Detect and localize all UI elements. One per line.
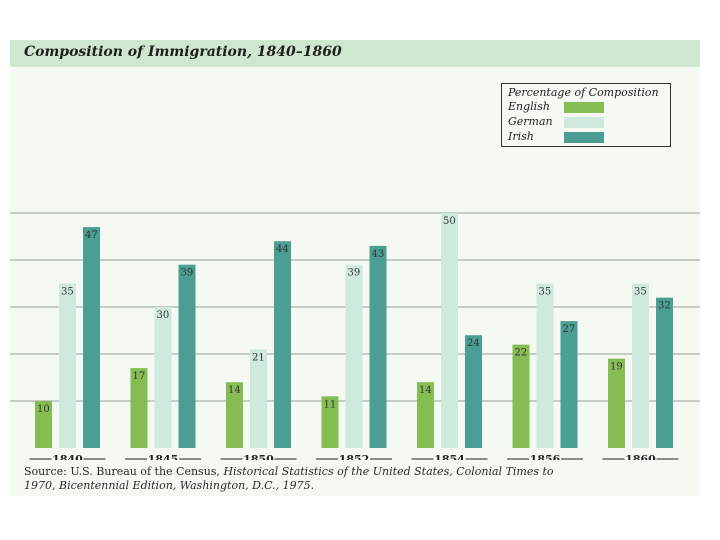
bar-english-1856	[512, 344, 530, 448]
legend-label-german: German	[508, 115, 553, 128]
x-tick-label-1852: 1852	[339, 453, 370, 460]
value-label-german-1854: 50	[443, 216, 456, 227]
value-label-german-1860: 35	[634, 287, 647, 298]
value-label-irish-1840: 47	[85, 230, 98, 241]
legend-label-irish: Irish	[508, 130, 534, 143]
bar-german-1840	[59, 283, 76, 448]
value-label-english-1850: 14	[228, 385, 241, 396]
legend-box: Percentage of Composition English German…	[501, 83, 671, 147]
bar-english-1860	[608, 358, 625, 448]
value-label-german-1852: 39	[348, 268, 361, 279]
title-band: Composition of Immigration, 1840–1860	[10, 40, 700, 67]
value-label-german-1850: 21	[252, 352, 265, 363]
value-label-irish-1854: 24	[467, 338, 480, 349]
legend-item-german: German	[508, 115, 658, 130]
source-note: Source: U.S. Bureau of the Census, Histo…	[24, 465, 584, 493]
value-label-english-1840: 10	[37, 404, 50, 415]
value-label-english-1856: 22	[515, 348, 528, 359]
bar-chart: 10 35 47 17 30 39 14 21 44 11 39 43 14 50 24 22 35 27 19 35…	[10, 212, 700, 460]
value-label-english-1860: 19	[610, 362, 623, 373]
bar-german-1856	[536, 283, 554, 448]
legend-swatch-german	[564, 117, 604, 128]
bar-irish-1845	[178, 264, 196, 448]
bar-english-1854	[417, 382, 434, 448]
legend-swatch-english	[564, 102, 604, 113]
value-label-english-1854: 14	[419, 385, 432, 396]
x-tick-label-1845: 1845	[148, 453, 179, 460]
legend: Percentage of Composition English German…	[501, 83, 671, 187]
bar-english-1852	[321, 396, 339, 448]
legend-item-english: English	[508, 100, 658, 115]
bar-english-1845	[130, 368, 148, 448]
value-label-english-1852: 11	[324, 399, 337, 410]
x-tick-label-1854: 1854	[434, 453, 465, 460]
value-labels: 10 35 47 17 30 39 14 21 44 11 39 43 14 50 24 22 35 27 19 35…	[37, 216, 671, 415]
source-prefix: Source: U.S. Bureau of the Census,	[24, 465, 224, 478]
bars	[35, 213, 673, 448]
legend-swatch-irish	[564, 132, 604, 143]
value-label-german-1840: 35	[61, 287, 74, 298]
value-label-irish-1860: 32	[658, 301, 671, 312]
chart-figure: Composition of Immigration, 1840–1860 10…	[10, 40, 700, 496]
x-axis-ticks: 1840 1845 1850 1852 1854 1856 1860	[29, 453, 679, 460]
legend-title: Percentage of Composition	[508, 86, 659, 99]
value-label-german-1845: 30	[157, 310, 170, 321]
bar-german-1854	[441, 213, 458, 448]
bar-english-1850	[226, 382, 243, 448]
bar-irish-1852	[369, 245, 387, 448]
legend-label-english: English	[508, 100, 550, 113]
x-tick-label-1860: 1860	[625, 453, 656, 460]
bar-irish-1860	[656, 297, 673, 448]
x-tick-label-1840: 1840	[52, 453, 83, 460]
value-label-english-1845: 17	[133, 371, 146, 382]
bar-irish-1854	[465, 335, 482, 448]
bar-german-1852	[345, 264, 363, 448]
bar-irish-1840	[83, 227, 100, 448]
value-label-irish-1850: 44	[276, 244, 289, 255]
x-tick-label-1850: 1850	[243, 453, 274, 460]
bar-irish-1850	[274, 241, 291, 448]
source-work: Historical Statistics of the United Stat…	[24, 465, 554, 492]
bar-german-1845	[154, 307, 172, 448]
bar-german-1860	[632, 283, 649, 448]
value-label-irish-1845: 39	[181, 268, 194, 279]
value-label-german-1856: 35	[539, 287, 552, 298]
bar-german-1850	[250, 349, 267, 448]
chart-title: Composition of Immigration, 1840–1860	[24, 44, 342, 60]
x-tick-label-1856: 1856	[530, 453, 561, 460]
value-label-irish-1856: 27	[563, 324, 576, 335]
bar-english-1840	[35, 401, 52, 448]
bar-irish-1856	[560, 321, 578, 448]
source-suffix: Bicentennial Edition, Washington, D.C., …	[55, 479, 315, 492]
legend-item-irish: Irish	[508, 130, 658, 145]
value-label-irish-1852: 43	[372, 249, 385, 260]
